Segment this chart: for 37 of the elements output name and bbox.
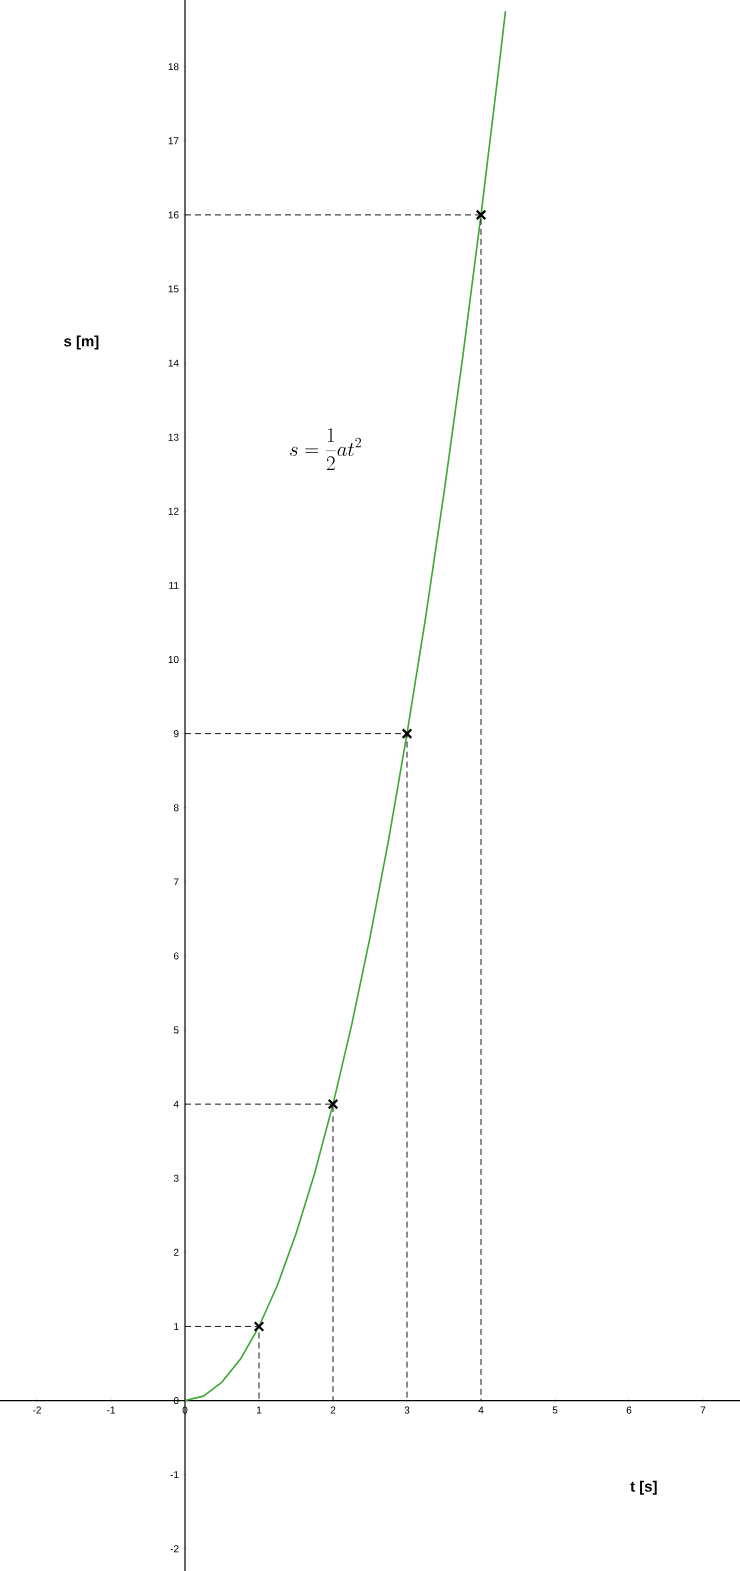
x-tick-label: 6 bbox=[626, 1406, 632, 1414]
x-tick-label: 2 bbox=[330, 1406, 336, 1414]
y-tick-label: 6 bbox=[173, 952, 179, 960]
y-tick-label: 7 bbox=[173, 878, 179, 886]
y-tick-label: 1 bbox=[174, 1323, 179, 1330]
y-tick-label: 17 bbox=[168, 137, 179, 145]
y-tick-label: 15 bbox=[168, 285, 179, 293]
y-tick-label: -2 bbox=[170, 1545, 179, 1553]
y-tick-label: 5 bbox=[173, 1026, 179, 1034]
annotation: $s=\frac{1}{2}at^{2}$ bbox=[290, 428, 361, 471]
y-tick-label: 12 bbox=[168, 507, 179, 515]
x-tick-label: 4 bbox=[478, 1406, 484, 1414]
line-series bbox=[184, 10, 507, 1402]
y-tick-label: 14 bbox=[168, 359, 179, 367]
y-tick-label: 11 bbox=[169, 581, 179, 589]
y-tick-label: 3 bbox=[173, 1174, 179, 1182]
y-tick-label: 10 bbox=[168, 655, 179, 664]
x-tick-label: 5 bbox=[552, 1406, 558, 1414]
y-tick-label: -1 bbox=[170, 1471, 179, 1479]
y-tick-label: 16 bbox=[168, 211, 179, 219]
y-tick-label: 8 bbox=[173, 804, 179, 812]
y-tick-label: 9 bbox=[173, 730, 179, 738]
point bbox=[327, 1098, 339, 1110]
x-tick-label: -2 bbox=[33, 1406, 41, 1414]
y-axis-title: s [m] bbox=[64, 335, 99, 350]
x-tick-label: 1 bbox=[257, 1406, 262, 1414]
y-tick-label: 2 bbox=[173, 1248, 179, 1256]
point bbox=[475, 209, 487, 221]
x-tick-label: 7 bbox=[700, 1406, 706, 1414]
y-tick-label: 18 bbox=[168, 63, 179, 71]
y-tick-label: 13 bbox=[168, 433, 179, 441]
point bbox=[401, 728, 413, 739]
y-tick-label: 4 bbox=[173, 1100, 179, 1108]
x-tick-label: -1 bbox=[107, 1406, 115, 1414]
x-axis-title: t [s] bbox=[630, 1480, 657, 1495]
point bbox=[253, 1321, 265, 1332]
x-tick-label: 3 bbox=[404, 1406, 410, 1414]
